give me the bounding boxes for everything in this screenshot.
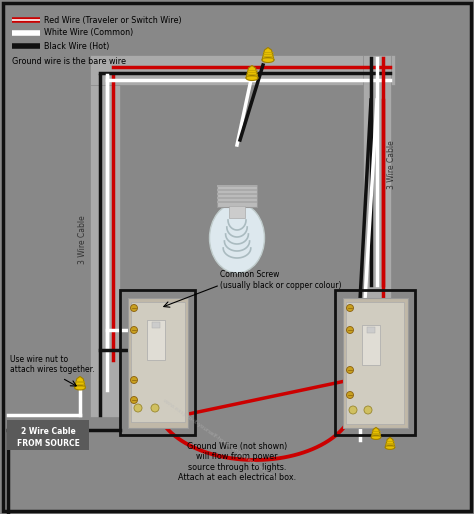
- Circle shape: [130, 376, 137, 383]
- Bar: [152, 322, 160, 328]
- Circle shape: [346, 366, 354, 374]
- Bar: [217, 193, 257, 195]
- Text: Common Screw
(usually black or copper colour): Common Screw (usually black or copper co…: [220, 270, 341, 290]
- Circle shape: [346, 326, 354, 334]
- Text: Ground Wire (not shown)
will flow from power
source through to lights.
Attach at: Ground Wire (not shown) will flow from p…: [178, 442, 296, 482]
- Polygon shape: [246, 65, 258, 78]
- Bar: [7, 420, 89, 450]
- Ellipse shape: [246, 76, 258, 81]
- Bar: [128, 298, 188, 428]
- Ellipse shape: [210, 203, 264, 273]
- Polygon shape: [385, 437, 395, 447]
- Ellipse shape: [74, 386, 85, 390]
- Bar: [367, 327, 375, 333]
- Bar: [217, 185, 257, 187]
- Ellipse shape: [262, 58, 274, 63]
- Bar: [217, 201, 257, 203]
- Bar: [131, 302, 185, 422]
- Text: 2 Wire Cable: 2 Wire Cable: [21, 427, 75, 435]
- Text: 3 Wire Cable: 3 Wire Cable: [388, 141, 396, 189]
- Circle shape: [346, 392, 354, 398]
- Bar: [217, 185, 257, 207]
- Bar: [363, 55, 391, 310]
- Text: 3 Wire Cable: 3 Wire Cable: [79, 216, 88, 264]
- Circle shape: [349, 406, 357, 414]
- Polygon shape: [371, 428, 381, 437]
- Bar: [90, 72, 120, 417]
- Circle shape: [130, 326, 137, 334]
- Bar: [335, 290, 415, 435]
- Circle shape: [134, 404, 142, 412]
- Bar: [346, 302, 404, 424]
- Bar: [147, 320, 165, 360]
- Bar: [120, 290, 195, 435]
- Text: FROM SOURCE: FROM SOURCE: [17, 438, 80, 448]
- Bar: [217, 197, 257, 199]
- Bar: [229, 206, 245, 218]
- Text: Red Wire (Traveler or Switch Wire): Red Wire (Traveler or Switch Wire): [44, 15, 182, 25]
- Text: White Wire (Common): White Wire (Common): [44, 28, 133, 38]
- Ellipse shape: [385, 446, 395, 449]
- Circle shape: [346, 304, 354, 311]
- Polygon shape: [262, 47, 274, 60]
- Bar: [343, 298, 408, 428]
- Text: Black Wire (Hot): Black Wire (Hot): [44, 42, 109, 50]
- Text: www.easy-to-it-yourself-home-improvements.com: www.easy-to-it-yourself-home-improvement…: [162, 398, 278, 482]
- Circle shape: [130, 396, 137, 403]
- Bar: [217, 189, 257, 191]
- Text: Use wire nut to
attach wires together.: Use wire nut to attach wires together.: [10, 355, 94, 374]
- Circle shape: [364, 406, 372, 414]
- Bar: [362, 325, 380, 365]
- Text: Ground wire is the bare wire: Ground wire is the bare wire: [12, 57, 126, 65]
- Circle shape: [151, 404, 159, 412]
- Bar: [90, 55, 395, 85]
- Polygon shape: [74, 376, 85, 388]
- Circle shape: [130, 304, 137, 311]
- Ellipse shape: [371, 435, 381, 439]
